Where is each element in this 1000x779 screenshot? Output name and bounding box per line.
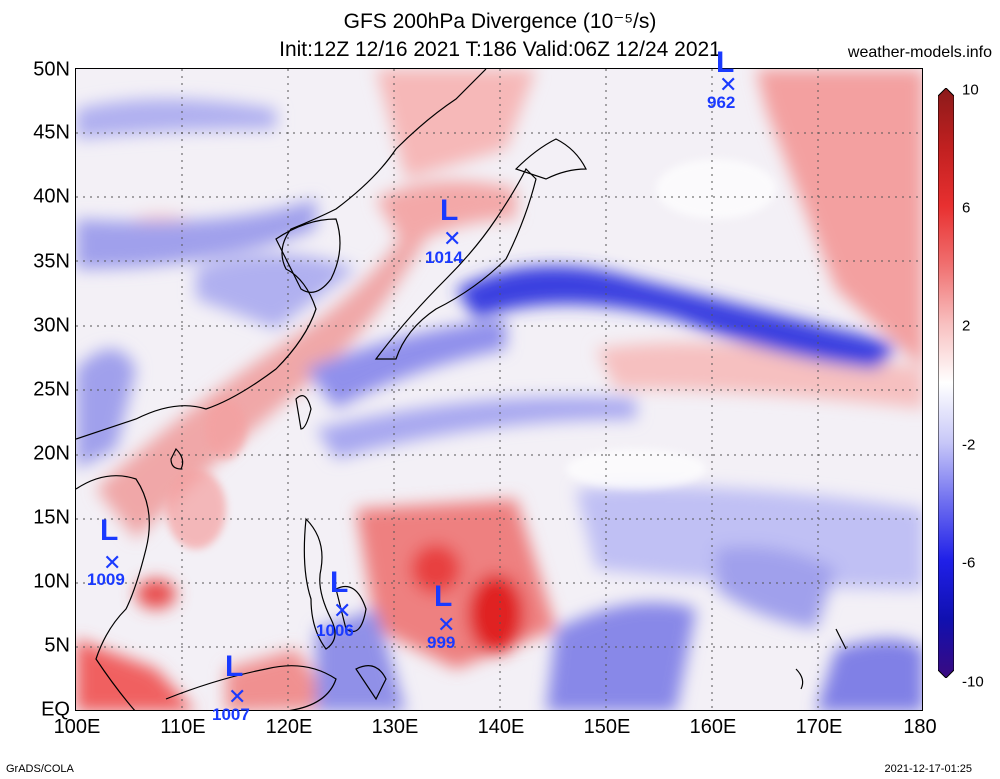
lat-label: 15N [33,506,70,529]
lon-label: 150E [583,716,631,738]
low-center-icon: ✕ [333,598,352,623]
low-pressure-label: 1007 [212,705,250,724]
lon-label: 110E [160,716,206,738]
low-pressure-label: 1014 [425,248,463,267]
low-marker-L: L [716,46,735,79]
lon-label: 140E [477,716,525,738]
colorbar-tick: 6 [962,199,971,217]
lat-label: 20N [33,442,70,465]
low-marker-L: L [330,566,349,599]
low-pressure-label: 1006 [316,621,354,640]
low-marker-L: L [225,650,244,683]
lon-label: 130E [371,716,419,738]
colorbar-tick: 2 [962,317,971,335]
low-center-icon: ✕ [228,684,247,709]
colorbar-tick: -6 [962,554,976,572]
low-pressure-label: 1009 [87,570,125,589]
low-marker-L: L [100,514,119,547]
lon-label: 120E [265,716,313,738]
low-marker-L: L [440,194,459,227]
lat-label: 35N [33,250,70,273]
site-credit: weather-models.info [847,44,992,61]
footer-timestamp: 2021-12-17-01:25 [884,763,972,775]
low-pressure-label: 999 [427,633,456,652]
low-marker-L: L [434,580,453,613]
lat-label: 10N [33,570,70,593]
low-center-icon: ✕ [443,226,462,251]
colorbar-tick: -10 [962,673,984,691]
low-center-icon: ✕ [103,550,122,575]
lat-label: 25N [33,378,70,401]
lat-label: EQ [41,698,70,721]
coastlines [76,69,847,710]
map-subtitle: Init:12Z 12/16 2021 T:186 Valid:06Z 12/2… [279,38,721,61]
divergence-map [75,68,923,711]
footer-software: GrADS/COLA [6,763,74,775]
colorbar [938,88,954,678]
lon-label: 170E [795,716,843,738]
lat-label: 30N [33,314,70,337]
colorbar-tick: 10 [962,81,979,99]
grid-lines [76,69,922,710]
lon-label: 160E [689,716,737,738]
lon-label: 180 [903,716,937,738]
low-center-icon: ✕ [719,72,738,97]
divergence-field [76,69,922,710]
low-pressure-label: 962 [707,93,736,112]
low-center-icon: ✕ [437,612,456,637]
lat-label: 5N [44,634,70,657]
colorbar-tick: -2 [962,436,976,454]
map-title: GFS 200hPa Divergence (10⁻⁵/s) [343,10,657,33]
lat-label: 50N [33,58,70,81]
lon-label: 100E [53,716,101,738]
lat-label: 40N [33,185,70,208]
lat-label: 45N [33,121,70,144]
